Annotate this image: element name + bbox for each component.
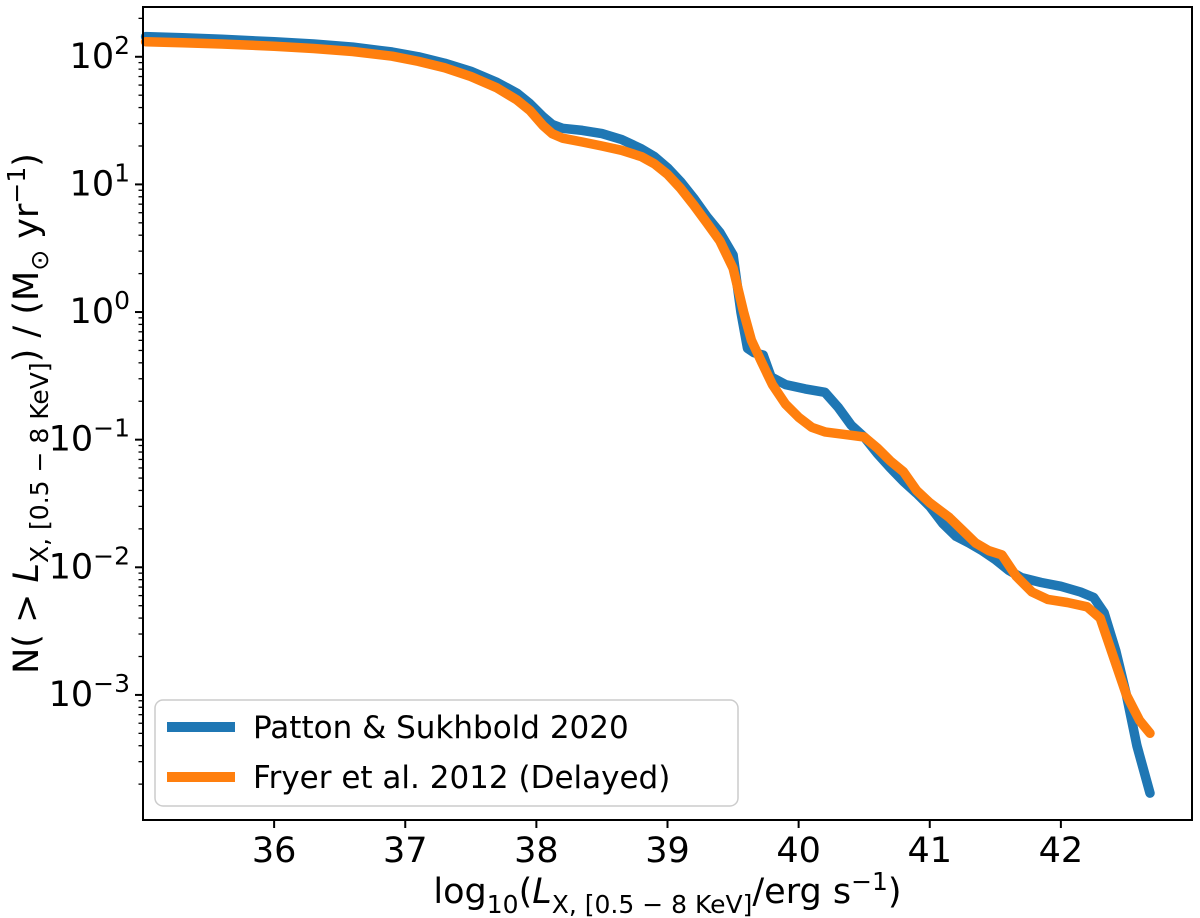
x-axis-label: log10(LX, [0.5 − 8 KeV]/erg s−1) — [433, 867, 901, 918]
legend-label: Fryer et al. 2012 (Delayed) — [253, 760, 670, 796]
legend-box — [154, 699, 739, 807]
y-tick-label: 10−1 — [49, 414, 130, 460]
y-axis: 102 101 100 10−1 10−2 10−3 — [49, 17, 143, 785]
y-tick-label: 100 — [70, 286, 130, 332]
x-tick-label: 42 — [1039, 831, 1084, 871]
x-tick-label: 36 — [252, 831, 297, 871]
x-tick-label: 41 — [907, 831, 952, 871]
y-tick-label: 10−2 — [49, 541, 130, 587]
y-tick-label: 101 — [70, 158, 130, 204]
legend-label: Patton & Sukhbold 2020 — [253, 710, 629, 746]
x-tick-label: 40 — [776, 831, 821, 871]
plot-area — [143, 7, 1192, 820]
y-tick-label: 10−3 — [49, 669, 130, 715]
x-tick-label: 37 — [383, 831, 428, 871]
series-line-fryer — [140, 37, 1155, 739]
y-axis-label: N( > LX, [0.5 − 8 KeV]) / (M⊙ yr−1) — [2, 153, 54, 674]
legend: Patton & Sukhbold 2020 Fryer et al. 2012 … — [154, 699, 739, 807]
y-tick-label: 102 — [70, 31, 130, 77]
x-axis: 36 37 38 39 40 41 42 — [252, 820, 1083, 871]
x-tick-label: 39 — [645, 831, 690, 871]
x-tick-label: 38 — [514, 831, 559, 871]
